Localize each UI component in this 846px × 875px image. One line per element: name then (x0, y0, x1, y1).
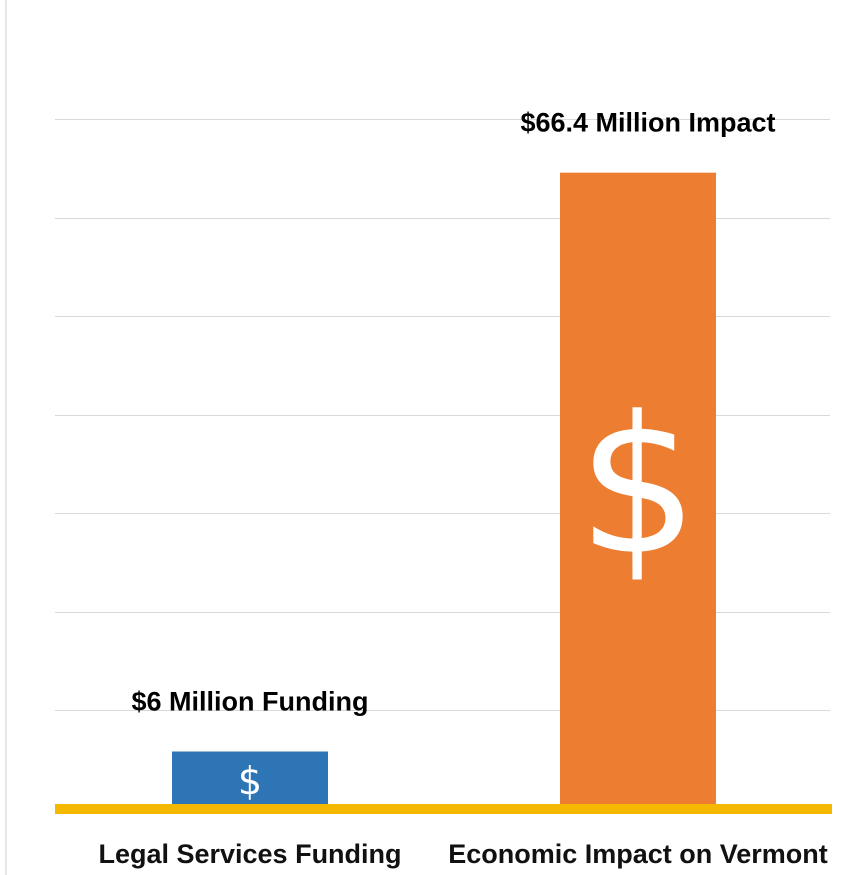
data-label: $66.4 Million Impact (520, 108, 775, 138)
bar-1 (172, 751, 328, 809)
data-label: $6 Million Funding (132, 687, 369, 717)
category-label: Economic Impact on Vermont (448, 839, 828, 869)
dollar-sign-icon: $ (578, 376, 699, 597)
category-label: Legal Services Funding (98, 839, 401, 869)
dollar-sign-icon: $ (238, 759, 262, 803)
bar-2 (560, 172, 716, 809)
